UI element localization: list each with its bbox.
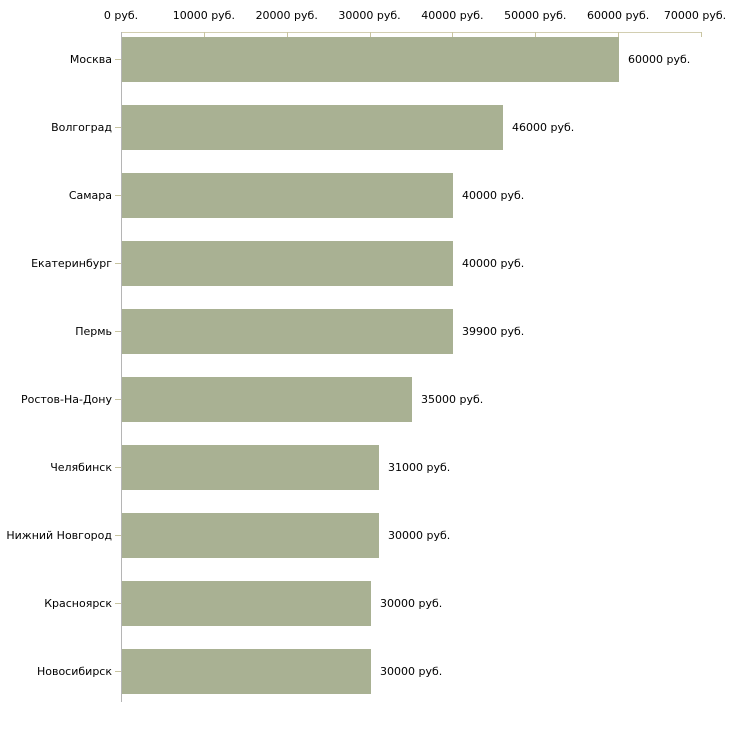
y-axis-line xyxy=(121,32,122,702)
x-axis-tick-label: 20000 руб. xyxy=(255,9,318,22)
category-label: Пермь xyxy=(75,325,112,338)
value-label: 35000 руб. xyxy=(421,393,484,406)
x-axis-tick-label: 50000 руб. xyxy=(504,9,567,22)
category-label: Москва xyxy=(69,53,112,66)
bar xyxy=(122,309,453,354)
category-tick-mark xyxy=(115,127,121,128)
x-axis-tick-mark xyxy=(370,32,371,37)
bar xyxy=(122,377,412,422)
value-label: 46000 руб. xyxy=(512,121,575,134)
x-axis-tick-mark xyxy=(701,32,702,37)
value-label: 40000 руб. xyxy=(462,257,525,270)
category-tick-mark xyxy=(115,331,121,332)
x-axis-tick-label: 10000 руб. xyxy=(172,9,235,22)
bar xyxy=(122,105,503,150)
value-label: 30000 руб. xyxy=(388,529,451,542)
category-label: Ростов-На-Дону xyxy=(20,393,112,406)
value-label: 31000 руб. xyxy=(388,461,451,474)
bar xyxy=(122,445,379,490)
category-tick-mark xyxy=(115,603,121,604)
bar xyxy=(122,513,379,558)
category-label: Челябинск xyxy=(50,461,112,474)
x-axis-tick-label: 0 руб. xyxy=(103,9,139,22)
category-tick-mark xyxy=(115,195,121,196)
category-tick-mark xyxy=(115,535,121,536)
x-axis-tick-label: 60000 руб. xyxy=(587,9,650,22)
bar xyxy=(122,241,453,286)
bar xyxy=(122,173,453,218)
x-axis-tick-label: 70000 руб. xyxy=(663,9,727,22)
category-tick-mark xyxy=(115,467,121,468)
x-axis-line xyxy=(121,32,701,33)
category-label: Екатеринбург xyxy=(31,257,112,270)
category-label: Волгоград xyxy=(51,121,112,134)
category-tick-mark xyxy=(115,263,121,264)
value-label: 39900 руб. xyxy=(462,325,525,338)
x-axis-tick-mark xyxy=(204,32,205,37)
x-axis-tick-mark xyxy=(535,32,536,37)
category-label: Красноярск xyxy=(44,597,112,610)
x-axis-tick-label: 40000 руб. xyxy=(421,9,484,22)
category-label: Нижний Новгород xyxy=(6,529,112,542)
value-label: 30000 руб. xyxy=(380,597,443,610)
x-axis-tick-mark xyxy=(452,32,453,37)
category-label: Новосибирск xyxy=(36,665,112,678)
x-axis-tick-mark xyxy=(287,32,288,37)
value-label: 30000 руб. xyxy=(380,665,443,678)
bar xyxy=(122,37,619,82)
x-axis-tick-mark xyxy=(618,32,619,37)
x-axis-tick-label: 30000 руб. xyxy=(338,9,401,22)
category-tick-mark xyxy=(115,399,121,400)
category-tick-mark xyxy=(115,671,121,672)
value-label: 40000 руб. xyxy=(462,189,525,202)
value-label: 60000 руб. xyxy=(628,53,691,66)
bar xyxy=(122,649,371,694)
category-tick-mark xyxy=(115,59,121,60)
category-label: Самара xyxy=(68,189,112,202)
bar xyxy=(122,581,371,626)
